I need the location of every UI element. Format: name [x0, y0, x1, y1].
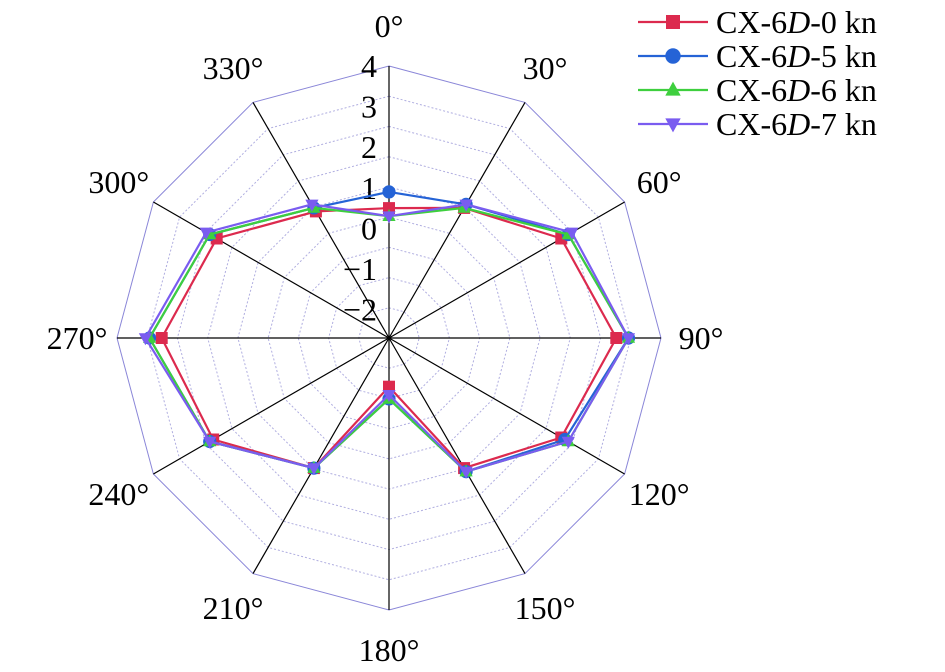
legend-label: CX-6D-5 kn [716, 38, 877, 74]
legend-item: CX-6D-5 kn [638, 38, 877, 74]
angle-label-150: 150° [515, 590, 576, 626]
data-point [383, 380, 395, 393]
legend-label: CX-6D-7 kn [716, 106, 877, 142]
angle-label-300: 300° [88, 164, 149, 200]
radial-tick-label: 2 [361, 129, 377, 165]
legend-item: CX-6D-0 kn [638, 4, 877, 40]
data-point [459, 466, 473, 479]
data-point [383, 202, 395, 215]
data-point [155, 332, 168, 344]
radial-tick-label: 0 [361, 210, 377, 246]
spoke-240 [153, 337, 390, 475]
data-point [665, 118, 681, 133]
angle-label-0: 0° [375, 8, 404, 44]
data-point [305, 199, 319, 212]
radial-tick-label: 4 [361, 48, 377, 84]
spoke-150 [388, 337, 526, 574]
data-point [665, 48, 681, 64]
radial-tick-labels: −2 −1 0 1 2 3 4 [343, 48, 377, 328]
radial-tick-label: −1 [343, 251, 377, 287]
radar-spokes [117, 66, 661, 610]
data-point [621, 333, 636, 346]
spoke-210 [252, 337, 390, 574]
spoke-300 [153, 201, 390, 339]
data-point [459, 199, 473, 212]
data-point [565, 227, 579, 240]
data-point [382, 185, 396, 199]
radial-tick-label: 1 [361, 170, 377, 206]
data-point [382, 390, 396, 402]
data-point [666, 15, 680, 29]
spoke-30 [388, 102, 526, 339]
data-point [561, 436, 575, 449]
series-3 [138, 199, 636, 479]
angle-label-60: 60° [637, 164, 682, 200]
angle-label-90: 90° [679, 320, 724, 356]
angle-label-210: 210° [203, 590, 264, 626]
legend-label: CX-6D-6 kn [716, 72, 877, 108]
legend-label: CX-6D-0 kn [716, 4, 877, 40]
legend-item: CX-6D-7 kn [638, 106, 877, 142]
angle-label-180: 180° [359, 632, 420, 668]
spoke-120 [388, 337, 625, 475]
radial-tick-label: −2 [343, 292, 377, 328]
spoke-330 [252, 102, 390, 339]
angle-label-240: 240° [88, 476, 149, 512]
angle-labels: 0° 30° 60° 90° 120° 150° 180° 210° 240° 270° 300° 3… [47, 8, 724, 668]
radial-tick-label: 3 [361, 89, 377, 125]
data-point [307, 463, 321, 476]
angle-label-30: 30° [523, 50, 568, 86]
spoke-60 [388, 201, 625, 339]
series-layer [138, 185, 636, 479]
angle-label-330: 330° [203, 50, 264, 86]
data-point [665, 81, 681, 96]
data-point [382, 211, 396, 224]
angle-label-270: 270° [47, 320, 108, 356]
data-point [203, 436, 217, 449]
data-point [199, 227, 213, 240]
data-point [138, 333, 152, 346]
angle-label-120: 120° [629, 476, 690, 512]
data-point [610, 332, 623, 344]
legend-item: CX-6D-6 kn [638, 72, 877, 108]
